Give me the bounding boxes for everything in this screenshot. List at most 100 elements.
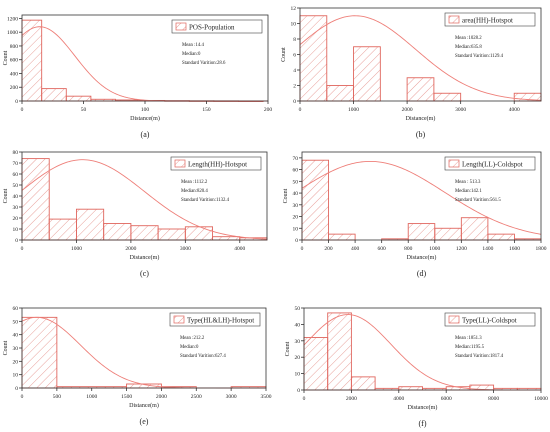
y-tick-label: 40 <box>13 194 19 200</box>
x-tick-label: 1600 <box>509 246 520 252</box>
x-tick-label: 2000 <box>125 246 136 252</box>
bar-0 <box>299 15 328 102</box>
x-tick-label: 3500 <box>261 394 272 400</box>
x-tick-label: 1200 <box>456 246 467 252</box>
x-tick-label: 200 <box>324 246 333 252</box>
x-axis-label: Distance(m) <box>408 404 438 411</box>
y-tick-label: 8 <box>293 37 296 43</box>
panel-label: (d) <box>417 269 427 278</box>
normal-curve <box>21 316 266 389</box>
x-tick-label: 0 <box>303 396 306 402</box>
legend: Type(HL&LH)-Hotspot <box>169 312 261 327</box>
x-tick-label: 500 <box>53 394 62 400</box>
x-tick-label: 600 <box>378 246 387 252</box>
x-tick-label: 3000 <box>455 107 466 113</box>
y-tick-label: 400 <box>10 71 19 77</box>
legend-frame <box>444 312 536 327</box>
y-tick-label: 2 <box>293 84 296 90</box>
y-tick-label: 600 <box>10 58 19 64</box>
x-tick-label: 2000 <box>402 107 413 113</box>
legend-label: Type(LL)-Coldspot <box>462 317 517 325</box>
y-tick-label: 200 <box>10 85 19 91</box>
x-axis-label: Distance(m) <box>407 254 437 261</box>
bar-2 <box>353 46 381 102</box>
x-tick-label: 1500 <box>121 394 132 400</box>
x-tick-label: 50 <box>81 107 87 113</box>
bar-1 <box>41 88 67 102</box>
y-tick-label: 40 <box>13 333 19 339</box>
panel-b: 0 1000 2000 3000 4000 0 2 4 6 8 10 12 Distance(m) Cou… <box>281 6 542 139</box>
bar-4 <box>433 92 462 102</box>
y-tick-label: 6 <box>293 53 296 59</box>
legend-frame <box>170 156 262 171</box>
y-tick-label: 50 <box>295 306 301 312</box>
y-tick-label: 40 <box>295 322 301 328</box>
legend-frame <box>169 312 261 327</box>
x-tick-label: 100 <box>141 107 150 113</box>
y-tick-label: 0 <box>15 238 18 244</box>
plot-frame <box>301 151 542 241</box>
y-tick-label: 10 <box>13 227 19 233</box>
stat-line: Mean : 513.3 <box>455 180 481 185</box>
panel-d: 0 200 400 600 800 1000 1200 1400 1600 1800 0 10 20 30… <box>283 151 547 278</box>
bar-4 <box>398 386 423 391</box>
panel-a: 0 50 100 150 200 0 200 400 600 800 1000 1200 Distanc… <box>3 14 272 139</box>
bar-4 <box>434 227 462 241</box>
stat-line: Standard Varition:1132.4 <box>181 198 230 203</box>
y-tick-label: 10 <box>295 372 301 378</box>
y-tick-label: 20 <box>295 355 301 361</box>
bar-6 <box>487 233 515 241</box>
legend-frame <box>171 19 263 34</box>
bar-1 <box>48 218 77 241</box>
bar-1 <box>328 233 356 241</box>
x-tick-label: 0 <box>21 246 24 252</box>
y-tick-label: 0 <box>15 99 18 105</box>
panel-label: (e) <box>140 417 149 426</box>
panel-label: (f) <box>419 419 427 428</box>
y-tick-label: 20 <box>293 215 299 221</box>
legend: POS-Population <box>171 19 263 34</box>
bar-1 <box>326 85 355 102</box>
y-tick-label: 30 <box>293 203 299 209</box>
x-tick-label: 2000 <box>156 394 167 400</box>
panel-c: 0 1000 2000 3000 4000 0 10 20 30 40 50 60 70 80 Distan… <box>3 150 268 278</box>
normal-curve <box>301 160 542 235</box>
x-tick-label: 1000 <box>71 246 82 252</box>
y-tick-label: 12 <box>291 6 297 12</box>
x-tick-label: 2000 <box>346 396 357 402</box>
y-tick-label: 0 <box>297 388 300 394</box>
stat-line: Mean :1112.2 <box>181 180 208 185</box>
legend: Length(HH)-Hotspot <box>170 156 262 171</box>
x-tick-label: 0 <box>301 246 304 252</box>
legend: Length(LL)-Coldspot <box>444 156 536 171</box>
x-tick-label: 2500 <box>191 394 202 400</box>
x-tick-label: 1000 <box>429 246 440 252</box>
stat-line: Median:142.1 <box>455 189 482 194</box>
bar-2 <box>65 95 92 102</box>
stat-line: Standard Varition:1817.4 <box>455 354 504 359</box>
stat-line: Mean :212.2 <box>180 336 205 341</box>
y-axis-label: Count <box>3 188 9 203</box>
y-tick-label: 1000 <box>7 30 18 36</box>
y-tick-label: 70 <box>13 161 19 167</box>
bar-0 <box>303 337 329 391</box>
x-tick-label: 4000 <box>509 107 520 113</box>
bar-0 <box>301 159 330 241</box>
y-tick-label: 800 <box>10 44 19 50</box>
stat-line: Standard Varition:627.4 <box>180 354 226 359</box>
y-tick-label: 20 <box>13 216 19 222</box>
legend-swatch <box>173 315 185 324</box>
legend-swatch <box>174 159 186 168</box>
y-tick-label: 50 <box>13 183 19 189</box>
legend: Type(LL)-Coldspot <box>444 312 536 327</box>
bar-1 <box>327 312 352 391</box>
y-tick-label: 50 <box>13 319 19 325</box>
y-axis-label: Count <box>285 341 291 356</box>
legend-frame <box>444 156 536 171</box>
x-tick-label: 150 <box>202 107 211 113</box>
legend-label: Length(LL)-Coldspot <box>462 161 523 169</box>
legend-swatch <box>448 159 460 168</box>
y-tick-label: 10 <box>293 226 299 232</box>
y-tick-label: 20 <box>13 359 19 365</box>
bar-3 <box>407 223 436 241</box>
